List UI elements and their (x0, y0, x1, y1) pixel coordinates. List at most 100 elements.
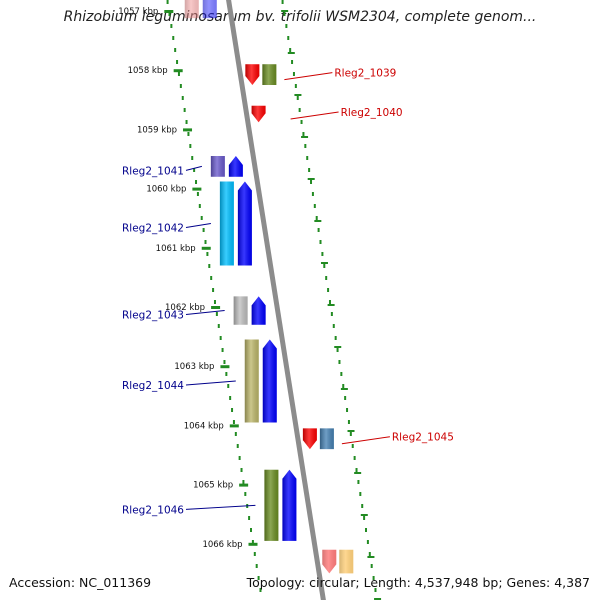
gene-shade (237, 181, 252, 266)
boundary-dot (227, 384, 230, 388)
boundary-dot (330, 312, 333, 316)
minor-tick (281, 10, 289, 12)
boundary-dot (259, 588, 262, 592)
topology-text: Topology: circular; Length: 4,537,948 bp… (246, 575, 590, 590)
boundary-dot (251, 540, 254, 544)
gene-label-leader (185, 380, 236, 386)
boundary-dot (344, 396, 347, 400)
minor-tick (340, 388, 348, 390)
boundary-dot (281, 0, 284, 4)
boundary-dot (321, 252, 324, 256)
boundary-dot (234, 432, 237, 436)
boundary-dot (213, 300, 216, 304)
kbp-tick-label: 1065 kbp (193, 481, 233, 491)
gene-shade (210, 156, 225, 177)
boundary-dot (336, 348, 339, 352)
gene-label-leader (185, 165, 202, 171)
boundary-dot (351, 444, 354, 448)
boundary-dot (202, 228, 205, 232)
boundary-dot (179, 84, 182, 88)
boundary-dot (223, 360, 226, 364)
boundary-dot (317, 228, 320, 232)
boundary-dot (248, 516, 251, 520)
kbp-tick (220, 365, 230, 369)
minor-tick (320, 262, 328, 264)
gene-label-leader (185, 504, 256, 510)
boundary-dot (168, 12, 171, 16)
boundary-dot (319, 240, 322, 244)
kbp-tick (201, 246, 211, 250)
boundary-dot (334, 336, 337, 340)
gene-labels: Rleg2_1039 Rleg2_1040 Rleg2_1041 Rleg2_1042… (122, 68, 454, 517)
boundary-dot (215, 312, 218, 316)
boundary-dot (361, 504, 364, 508)
boundary-dot (311, 192, 314, 196)
boundary-dot (328, 300, 331, 304)
gene-Rleg2_1040 (251, 105, 266, 123)
boundary-dot (172, 36, 175, 40)
boundary-dot (287, 36, 290, 40)
boundary-dot (181, 96, 184, 100)
boundary-dot (296, 96, 299, 100)
minor-tick (314, 220, 322, 222)
gene-shade (184, 0, 199, 19)
minor-tick (334, 346, 342, 348)
gene-shade (202, 0, 217, 19)
boundary-dot (217, 324, 220, 328)
boundary-dot (183, 108, 186, 112)
gene-label-leader (290, 111, 339, 120)
minor-tick (287, 52, 295, 54)
gene-Rleg2_1043 (233, 296, 266, 325)
boundary-dot (355, 468, 358, 472)
kbp-tick (211, 306, 221, 309)
kbp-tick-label: 1061 kbp (156, 244, 196, 254)
boundary-dot (292, 72, 295, 76)
gene-label-leader (185, 223, 211, 229)
gene-Rleg2_1041 (210, 156, 243, 177)
boundary-dot (302, 132, 305, 136)
minor-tick (354, 472, 362, 474)
gene-shade (219, 181, 234, 266)
boundary-dot (250, 528, 253, 532)
gene-shade (264, 469, 279, 541)
boundary-dot (285, 24, 288, 28)
minor-tick (294, 94, 302, 96)
boundary-dot (189, 144, 192, 148)
boundary-dot (238, 456, 241, 460)
boundary-dot (342, 384, 345, 388)
kbp-tick-label: 1066 kbp (202, 540, 242, 550)
boundary-dot (304, 144, 307, 148)
genome-backbone (226, 0, 326, 600)
boundary-dot (174, 48, 177, 52)
boundary-dot (327, 288, 330, 292)
gene-shade (262, 339, 277, 423)
gene-shade (262, 64, 277, 85)
boundary-dot (225, 372, 228, 376)
boundary-dot (253, 552, 256, 556)
minor-tick (374, 598, 382, 600)
boundary-dot (219, 336, 222, 340)
boundary-dot (306, 156, 309, 160)
boundary-dot (221, 348, 224, 352)
boundary-dot (365, 528, 368, 532)
gene-Rleg2_1044 (244, 339, 277, 423)
boundary-dot (315, 216, 318, 220)
boundary-dot (310, 180, 313, 184)
boundary-dot (255, 564, 258, 568)
boundary-dot (338, 360, 341, 364)
boundary-dot (231, 408, 234, 412)
gene-label-leader (284, 72, 333, 81)
minor-tick (307, 178, 315, 180)
gene-shade (322, 549, 337, 574)
boundary-dot (313, 204, 316, 208)
boundary-dot (349, 432, 352, 436)
boundary-dot (359, 492, 362, 496)
kbp-tick (164, 10, 174, 13)
boundary-dot (210, 276, 213, 280)
map-title: Rhizobium leguminosarum bv. trifolii WSM… (63, 9, 537, 25)
boundary-dot (242, 480, 245, 484)
boundary-dot (198, 204, 201, 208)
gene-shade (302, 428, 317, 450)
gene-label: Rleg2_1040 (341, 107, 403, 119)
gene-shade (319, 428, 334, 450)
